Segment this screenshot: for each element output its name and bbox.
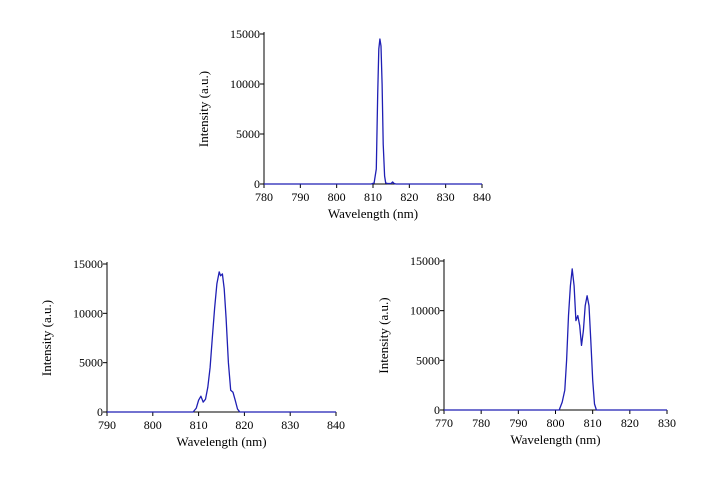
y-tick-label: 5000 (416, 353, 440, 367)
spectrum-line (264, 38, 482, 185)
bottom-left-chart: 790 800 810 820 830 840 0 5000 10000 15000 Wavelen… (39, 257, 345, 449)
x-tick-label: 840 (473, 190, 491, 204)
y-tick-label: 15000 (230, 27, 260, 41)
y-tick-label: 10000 (410, 304, 440, 318)
y-tick-label: 0 (254, 177, 260, 191)
y-axis-title: Intensity (a.u.) (196, 71, 211, 147)
top-chart: 780 790 800 810 820 830 840 0 5000 10000 15000 Wave… (196, 27, 491, 221)
x-tick-label: 830 (437, 190, 455, 204)
x-tick-label: 830 (281, 418, 299, 432)
y-tick-label: 0 (97, 405, 103, 419)
x-tick-label: 790 (509, 416, 527, 430)
y-axis-title: Intensity (a.u.) (376, 297, 391, 373)
x-axis-title: Wavelength (nm) (176, 434, 266, 449)
y-axis-title: Intensity (a.u.) (39, 300, 54, 376)
y-tick-label: 10000 (73, 306, 103, 320)
x-tick-label: 780 (255, 190, 273, 204)
x-tick-label: 800 (144, 418, 162, 432)
x-tick-label: 820 (400, 190, 418, 204)
x-axis-title: Wavelength (nm) (328, 206, 418, 221)
x-tick-label: 840 (327, 418, 345, 432)
x-tick-label: 810 (190, 418, 208, 432)
x-tick-label: 790 (98, 418, 116, 432)
x-tick-label: 810 (584, 416, 602, 430)
y-tick-label: 10000 (230, 77, 260, 91)
x-tick-label: 780 (472, 416, 490, 430)
x-tick-label: 830 (658, 416, 676, 430)
y-tick-label: 0 (434, 403, 440, 417)
x-tick-label: 820 (621, 416, 639, 430)
x-tick-label: 820 (235, 418, 253, 432)
y-tick-label: 15000 (410, 254, 440, 268)
spectrum-line (444, 268, 667, 411)
y-tick-label: 5000 (236, 127, 260, 141)
spectrum-line (107, 271, 336, 413)
y-tick-label: 5000 (79, 356, 103, 370)
x-tick-label: 770 (435, 416, 453, 430)
x-tick-label: 800 (328, 190, 346, 204)
x-tick-label: 790 (291, 190, 309, 204)
bottom-right-chart: 770 780 790 800 810 820 830 0 5000 10000 15000 Wave… (376, 254, 676, 447)
x-tick-label: 810 (364, 190, 382, 204)
y-tick-label: 15000 (73, 257, 103, 271)
x-axis-title: Wavelength (nm) (510, 432, 600, 447)
x-tick-label: 800 (547, 416, 565, 430)
